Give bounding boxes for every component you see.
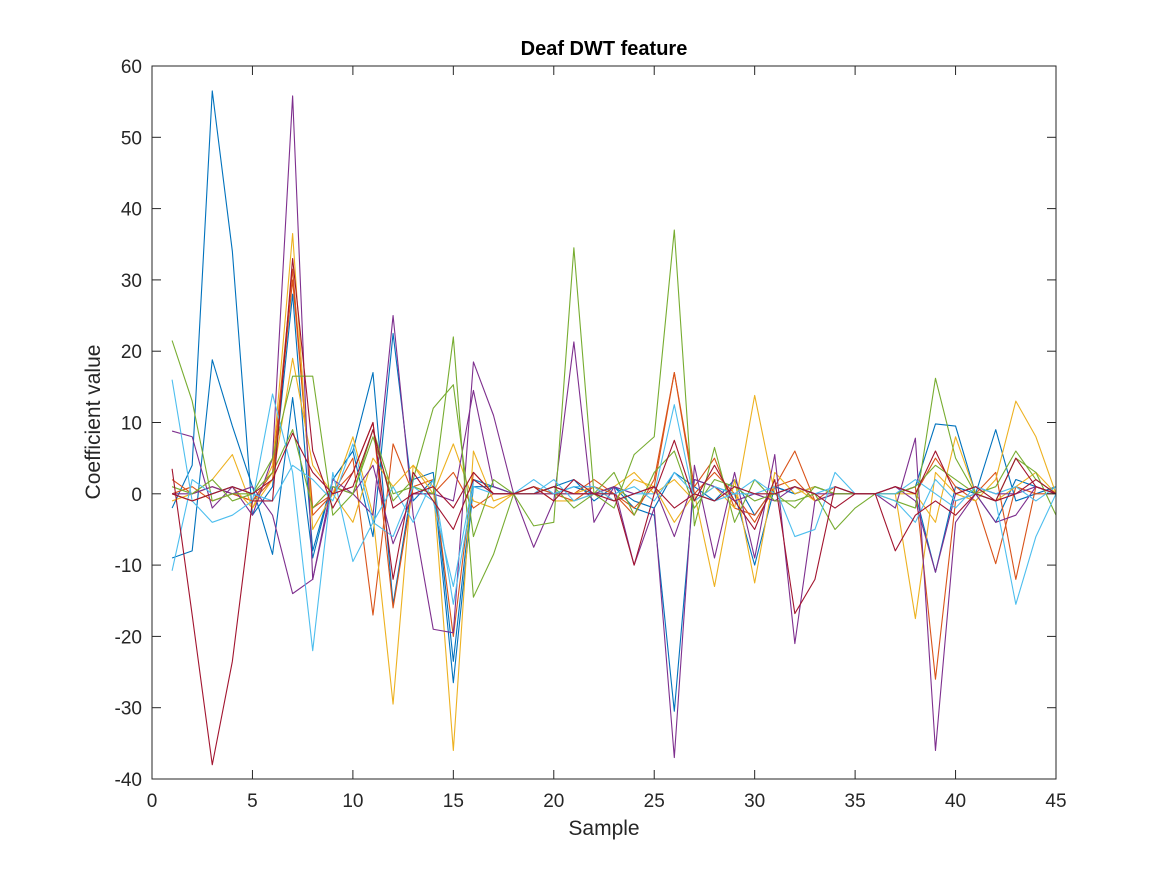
y-tick-label: 0 bbox=[131, 485, 142, 506]
x-tick-label: 5 bbox=[247, 791, 258, 812]
y-tick-label: 30 bbox=[121, 271, 142, 292]
y-tick-label: 60 bbox=[121, 57, 142, 78]
x-tick-label: 35 bbox=[845, 791, 866, 812]
x-tick-label: 25 bbox=[644, 791, 665, 812]
y-tick-label: 50 bbox=[121, 128, 142, 149]
x-axis-label: Sample bbox=[568, 817, 639, 840]
series-line-9 bbox=[171, 229, 1057, 598]
y-axis-label: Coefficient value bbox=[82, 345, 105, 500]
y-tick-label: 20 bbox=[121, 342, 142, 363]
x-tick-label: 10 bbox=[342, 791, 363, 812]
series-line-14 bbox=[171, 429, 1057, 509]
y-tick-label: -40 bbox=[115, 770, 142, 791]
x-tick-label: 20 bbox=[543, 791, 564, 812]
x-tick-label: 0 bbox=[147, 791, 158, 812]
series-layer bbox=[171, 90, 1057, 766]
series-line-10 bbox=[171, 384, 1057, 538]
x-tick-label: 45 bbox=[1045, 791, 1066, 812]
y-tick-label: -30 bbox=[115, 699, 142, 720]
y-tick-label: 10 bbox=[121, 414, 142, 435]
x-tick-label: 30 bbox=[744, 791, 765, 812]
series-line-8 bbox=[172, 389, 1057, 595]
y-tick-label: -20 bbox=[115, 627, 142, 648]
y-tick-label: -10 bbox=[115, 556, 142, 577]
series-line-13 bbox=[171, 257, 1057, 766]
tick-layer: 0 5 10 15 20 25 30 35 40 45 -40 -30 -20 -10 0 10 20 30 40 5… bbox=[115, 57, 1067, 812]
chart-title: Deaf DWT feature bbox=[521, 38, 688, 60]
x-tick-label: 15 bbox=[443, 791, 464, 812]
x-tick-label: 40 bbox=[945, 791, 966, 812]
plot-area bbox=[152, 66, 1056, 779]
y-tick-label: 40 bbox=[121, 200, 142, 221]
